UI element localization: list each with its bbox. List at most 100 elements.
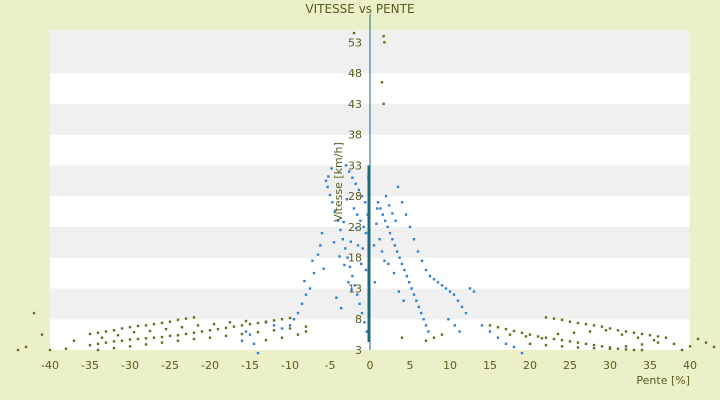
x-tick-label: 10 [443,359,457,372]
data-point-blue [384,194,388,198]
data-point-blue [496,336,500,339]
data-point-olive [64,347,68,350]
data-point-blue [344,247,347,250]
data-point-olive [72,339,76,342]
data-point-olive [32,311,36,315]
data-point-blue [348,170,351,173]
data-point-blue [308,287,312,290]
data-point-olive [560,345,564,348]
data-point-olive [496,326,500,329]
data-point-olive [576,341,580,344]
data-point-blue [346,256,349,259]
data-point-olive [608,327,612,330]
data-point-blue [397,290,400,293]
data-point-olive [616,329,620,332]
data-point-olive [382,102,385,106]
data-point-olive [160,335,164,339]
data-point-blue [458,330,461,333]
data-point-blue [304,293,308,296]
data-point-olive [160,321,164,325]
data-point-blue [256,351,260,355]
data-point-olive [112,329,116,332]
data-point-olive [208,336,212,339]
data-point-olive [576,321,580,325]
data-point-olive [280,336,284,339]
data-point-blue [341,238,344,241]
data-point-blue [296,311,300,315]
data-point-blue [303,279,306,283]
data-point-blue [292,318,296,321]
data-point-olive [592,343,596,347]
data-point-blue [415,299,418,302]
data-point-blue [326,185,329,189]
data-point-olive [280,318,284,321]
data-point-blue [351,274,354,278]
data-point-olive [624,330,628,333]
x-tick-label: -5 [325,359,336,372]
data-point-blue [350,288,353,291]
data-point-blue [373,281,376,284]
data-point-olive [296,333,300,336]
data-point-olive [152,322,156,326]
data-point-olive [152,336,156,339]
data-point-olive [88,343,92,347]
data-point-blue [424,268,428,272]
data-point-blue [345,198,348,201]
data-point-blue [440,284,444,287]
data-point-blue [396,185,400,189]
x-tick-label: -35 [81,359,99,372]
data-point-olive [264,338,268,342]
data-point-olive [128,326,132,329]
y-tick-label: 28 [348,190,362,203]
data-point-olive [664,336,668,339]
data-point-blue [400,262,404,266]
data-point-olive [88,332,92,336]
data-point-blue [396,250,399,253]
data-point-olive [160,341,164,344]
data-point-blue [322,267,325,270]
data-point-olive [136,337,140,341]
data-point-blue [365,330,368,333]
data-point-blue [358,302,361,306]
y-tick-label: 38 [348,129,362,142]
data-point-olive [512,329,516,333]
data-point-blue [386,225,389,229]
data-point-blue [391,238,394,241]
data-point-blue [388,231,392,235]
data-point-blue [422,318,425,321]
data-point-blue [472,290,476,293]
data-point-olive [304,325,308,328]
data-point-olive [544,316,548,319]
data-point-olive [380,81,384,84]
data-point-olive [104,341,108,344]
data-point-olive [144,324,148,327]
data-point-olive [636,336,640,339]
data-point-blue [520,351,524,355]
x-tick-labels: -40 -35 -30 -25 -20 -15 -10 -5 0 5 10 15 20 25 30 35 40 [41,359,697,372]
data-point-olive [180,326,184,329]
data-point-olive [120,339,124,342]
data-point-blue [333,210,336,213]
data-point-blue [403,268,406,272]
data-point-olive [520,331,524,334]
data-point-blue [408,281,411,284]
data-point-blue [480,324,484,327]
data-point-blue [360,262,363,266]
data-point-olive [544,343,548,347]
data-point-blue [340,306,343,310]
data-point-blue [394,219,397,222]
data-point-olive [560,338,564,342]
data-point-blue [452,293,456,296]
data-point-olive [112,346,116,350]
x-tick-label: -40 [41,359,59,372]
data-point-olive [352,31,356,35]
data-point-olive [144,337,148,340]
data-point-olive [524,335,528,338]
data-point-blue [512,345,516,349]
y-axis-label: Vitesse [km/h] [332,142,345,222]
data-point-olive [176,318,180,322]
y-tick-label: 8 [355,313,362,326]
data-point-olive [608,346,612,349]
y-tick-label: 3 [355,344,362,357]
